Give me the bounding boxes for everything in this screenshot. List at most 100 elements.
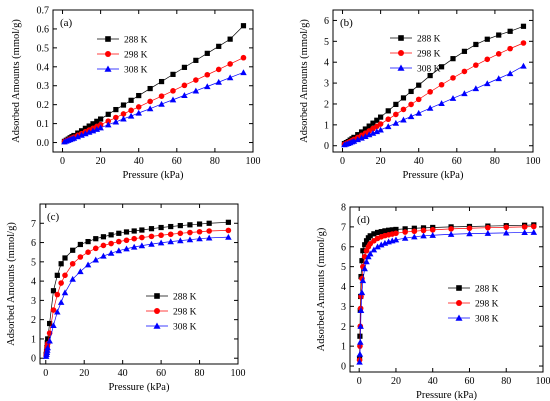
y-tick-label: 0.1 xyxy=(37,119,50,130)
legend-marker xyxy=(398,50,404,56)
data-point xyxy=(411,228,418,235)
data-point xyxy=(139,234,145,241)
data-point xyxy=(108,240,114,247)
x-tick-label: 80 xyxy=(195,368,205,379)
data-point xyxy=(507,45,513,52)
y-tick-label: 0 xyxy=(324,141,329,152)
y-axis-label: Adsorbed Amounts (mmol/g) xyxy=(316,227,327,351)
data-point xyxy=(54,308,61,315)
data-point xyxy=(369,129,377,136)
data-point xyxy=(170,88,176,94)
data-point xyxy=(393,111,399,118)
data-point xyxy=(496,32,502,38)
panel-b: 0 20 40 60 80 100 0 1 2 3 4 5 6 Pressure (kPa) Adsorbe… xyxy=(299,9,541,181)
y-tick-label: 0.7 xyxy=(37,6,50,17)
data-point xyxy=(362,242,368,248)
y-axis-label: Adsorbed Amounts (mmol/g) xyxy=(299,19,310,143)
x-tick-label: 100 xyxy=(536,376,550,387)
data-point xyxy=(392,119,400,126)
data-point xyxy=(393,101,399,107)
data-point xyxy=(377,126,384,133)
data-point xyxy=(98,116,104,122)
data-point xyxy=(215,66,222,73)
data-point xyxy=(393,226,399,233)
data-point xyxy=(357,338,364,345)
data-point xyxy=(131,235,137,242)
data-point xyxy=(181,92,188,98)
data-point xyxy=(429,227,436,233)
y-tick-label: 5 xyxy=(31,257,36,268)
series-line xyxy=(344,65,524,146)
data-point xyxy=(461,48,468,54)
y-tick-label: 0.4 xyxy=(37,62,50,73)
data-point xyxy=(82,130,89,137)
y-tick-label: 0.0 xyxy=(37,138,50,149)
legend-entry: 288 K xyxy=(97,36,148,46)
data-point xyxy=(100,242,107,249)
data-point xyxy=(148,233,155,240)
data-point xyxy=(47,320,53,327)
data-point xyxy=(204,71,211,78)
series-line xyxy=(45,221,229,355)
y-axis-label: Adsorbed Amounts (mmol/g) xyxy=(11,19,22,143)
y-tick-label: 4 xyxy=(341,282,346,293)
data-point xyxy=(438,100,445,106)
data-point xyxy=(120,111,127,117)
legend-marker xyxy=(153,322,161,329)
data-point xyxy=(225,233,232,240)
data-point xyxy=(530,228,538,235)
series-line xyxy=(45,230,229,356)
data-point xyxy=(225,219,231,225)
data-point xyxy=(50,307,57,313)
data-point xyxy=(116,238,122,245)
data-point xyxy=(449,95,457,101)
data-point xyxy=(240,23,247,29)
y-tick-label: 0.2 xyxy=(37,100,50,111)
data-point xyxy=(58,261,64,267)
data-point xyxy=(86,123,92,129)
data-point xyxy=(78,131,85,138)
x-axis-label: Pressure (kPa) xyxy=(416,390,477,401)
data-point xyxy=(402,226,408,232)
legend-marker xyxy=(105,51,111,57)
data-point xyxy=(147,98,153,105)
data-point xyxy=(107,249,115,256)
data-point xyxy=(427,89,433,95)
x-tick-label: 20 xyxy=(376,156,386,167)
y-tick-label: 0 xyxy=(341,362,346,373)
panel-a: 0 20 40 60 80 100 0.0 0.1 0.2 0.3 0.4 0.5 0.6 0.7 Pres… xyxy=(11,6,261,182)
data-point xyxy=(363,258,370,265)
data-point xyxy=(362,126,368,132)
data-point xyxy=(503,224,510,231)
data-point xyxy=(127,112,135,119)
legend-label: 308 K xyxy=(417,65,441,75)
data-point xyxy=(128,107,134,114)
data-point xyxy=(105,118,112,124)
data-point xyxy=(167,238,174,245)
y-tick-label: 0.5 xyxy=(37,43,50,54)
data-point xyxy=(54,291,61,298)
data-point xyxy=(215,78,222,85)
data-point xyxy=(350,137,358,144)
x-tick-label: 0 xyxy=(357,376,362,387)
plot-frame xyxy=(349,206,544,373)
x-tick-label: 60 xyxy=(464,376,474,387)
data-point xyxy=(359,258,365,264)
x-tick-label: 100 xyxy=(526,156,541,167)
data-point xyxy=(438,81,445,88)
data-point xyxy=(361,265,368,272)
data-point xyxy=(139,227,145,233)
data-point xyxy=(196,228,203,235)
data-point xyxy=(377,241,385,248)
data-point xyxy=(123,245,130,252)
data-point xyxy=(62,272,68,279)
data-point xyxy=(186,236,194,243)
data-point xyxy=(177,237,184,244)
y-tick-label: 0.3 xyxy=(37,81,50,92)
data-point xyxy=(82,125,88,131)
data-point xyxy=(385,108,391,114)
data-point xyxy=(400,95,407,101)
data-point xyxy=(93,236,99,242)
data-point xyxy=(461,90,468,97)
data-point xyxy=(227,61,233,67)
